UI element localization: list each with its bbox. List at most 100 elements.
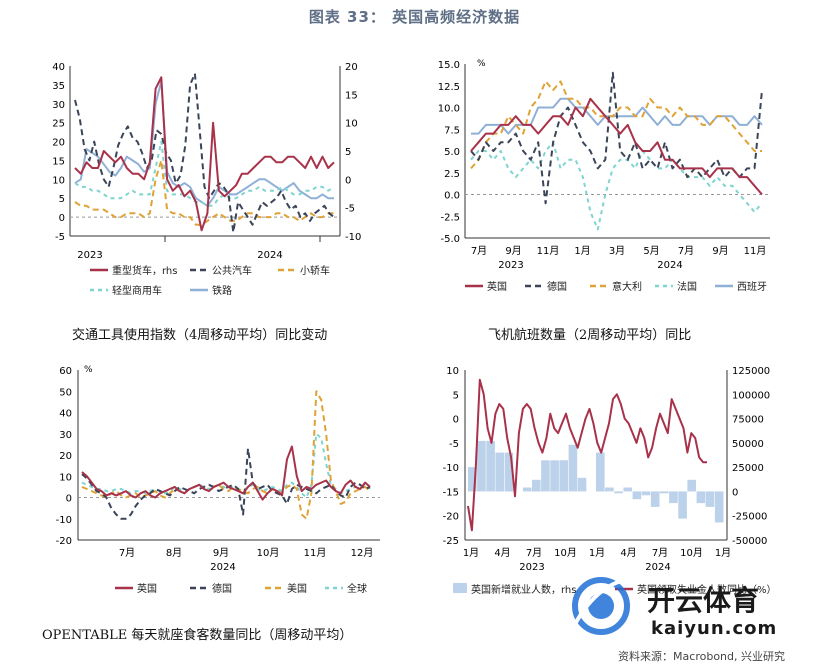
y-tick: 40 [59, 409, 72, 420]
y-tick-left: 40 [52, 62, 65, 73]
bar [504, 452, 514, 492]
y-tick-right: 20 [345, 62, 358, 73]
legend-item-label: 西班牙 [737, 281, 767, 293]
year-tick: 2023 [519, 562, 544, 573]
bar [650, 491, 660, 507]
x-tick: 7月 [652, 547, 668, 559]
svg-text:开云体育: 开云体育 [647, 584, 759, 617]
legend-item-label: 铁路 [212, 284, 232, 297]
y-tick: -2.5 [440, 212, 460, 223]
y-tick: -5.0 [440, 234, 460, 245]
legend-item-label: 重型货车，rhs [112, 264, 177, 277]
bar [486, 440, 495, 492]
chart-opentable-diners: % 60 50 40 30 20 10 0 -10 -20 7月 8月 9月 10月 11月 12月 2024 英… [56, 365, 380, 595]
y-tick: 20 [59, 451, 72, 462]
series-line [81, 447, 371, 520]
year-tick: 2024 [210, 562, 235, 573]
x-tick: 1月 [715, 547, 731, 559]
series-line [81, 390, 371, 520]
chart-transport-usage: 40 35 30 25 20 15 10 5 0 -5 20 15 10 5 0 -5 -10 2023 2024 重… [52, 62, 361, 297]
x-tick: 7月 [526, 547, 542, 559]
y-tick-left: 35 [52, 81, 65, 92]
y-tick-left: 0 [59, 213, 65, 224]
bar [559, 460, 568, 492]
x-tick: 10月 [257, 547, 280, 559]
legend-item-label: 公共汽车 [212, 264, 252, 277]
x-tick: 10月 [554, 547, 577, 559]
page-title: 图表 33： 英国高频经济数据 [308, 8, 521, 26]
legend-item-label: 英国 [487, 280, 507, 293]
y-tick-left: 20 [52, 138, 65, 149]
year-tick: 2024 [645, 562, 670, 573]
legend-item-label: 英国新增就业人数，rhs [471, 583, 576, 596]
legend-item-label: 英国领取失业金人数同比（%） [637, 583, 777, 596]
x-tick: 2023 [77, 250, 102, 261]
y-tick: 7.5 [444, 125, 460, 136]
bar [623, 487, 632, 492]
bar [596, 452, 605, 492]
x-tick: 8月 [166, 547, 182, 559]
y-tick: 30 [59, 430, 72, 441]
legend-item-label: 英国 [137, 582, 157, 595]
y-tick: 60 [59, 366, 72, 377]
y-tick: -20 [56, 536, 72, 547]
series-line [470, 71, 763, 205]
bar [714, 491, 724, 523]
x-tick: 2024 [257, 250, 282, 261]
bar [678, 491, 687, 519]
y-tick-left: 10 [52, 175, 65, 186]
y-tick-left: -5 [55, 232, 65, 243]
x-tick: 9月 [505, 245, 521, 257]
x-tick: 11月 [537, 245, 560, 257]
bar [522, 487, 532, 492]
y-tick-left: 10 [446, 366, 459, 377]
y-tick-right: 25000 [732, 463, 764, 474]
y-tick-left: 15 [52, 156, 65, 167]
x-tick: 10月 [680, 547, 703, 559]
y-tick-right: 75000 [732, 415, 764, 426]
series-line [470, 97, 763, 196]
bar [614, 491, 623, 494]
legend-item-label: 德国 [547, 280, 567, 293]
y-tick-left: -20 [443, 512, 459, 523]
chart-flight-count: % 15.0 12.5 10.0 7.5 5.0 2.5 0.0 -2.5 -5.0 7月 9月 11月… [438, 59, 770, 293]
series-line [81, 445, 371, 501]
legend-item-label: 意大利 [612, 280, 642, 293]
x-tick: 1月 [574, 245, 590, 257]
bar [568, 444, 578, 492]
bar [641, 491, 651, 496]
series-line [74, 76, 335, 232]
y-tick: 0.0 [444, 191, 460, 202]
y-tick: 12.5 [438, 82, 460, 93]
caption-opentable-diners: OPENTABLE 每天就座食客数量同比（周移动平均） [42, 628, 353, 643]
legend-item-label: 轻型商用车 [112, 284, 162, 297]
x-tick: 4月 [494, 547, 510, 559]
y-tick-right: 0 [345, 175, 351, 186]
y-tick-left: -5 [449, 439, 459, 450]
legend-item-swatch [453, 583, 467, 593]
y-tick-right: 100000 [732, 390, 770, 401]
x-tick: 7月 [471, 245, 487, 257]
y-tick-right: -25000 [732, 512, 767, 523]
kaiyun-logo: 开云体育 kaiyun.com [569, 576, 776, 639]
legend-item-label: 法国 [677, 280, 697, 293]
unit-label: % [84, 365, 93, 375]
y-tick-left: -10 [443, 463, 459, 474]
y-tick-right: 50000 [732, 439, 764, 450]
y-tick-right: -50000 [732, 536, 767, 547]
bar [605, 487, 614, 492]
source-note: 资料来源：Macrobond, 兴业研究 [618, 650, 785, 663]
y-tick-right: 10 [345, 119, 358, 130]
x-tick: 5月 [643, 245, 659, 257]
bar [632, 491, 642, 500]
x-tick: 11月 [304, 547, 327, 559]
caption-transport-usage: 交通工具使用指数（4周移动平均）同比变动 [72, 328, 328, 343]
x-tick: 9月 [712, 245, 728, 257]
legend-item-label: 全球 [347, 582, 367, 595]
y-tick-left: 0 [453, 415, 459, 426]
y-tick-left: -15 [443, 487, 459, 498]
bar [495, 452, 504, 492]
y-tick: 0 [66, 494, 72, 505]
y-tick-right: -10 [345, 232, 361, 243]
x-tick: 4月 [620, 547, 636, 559]
